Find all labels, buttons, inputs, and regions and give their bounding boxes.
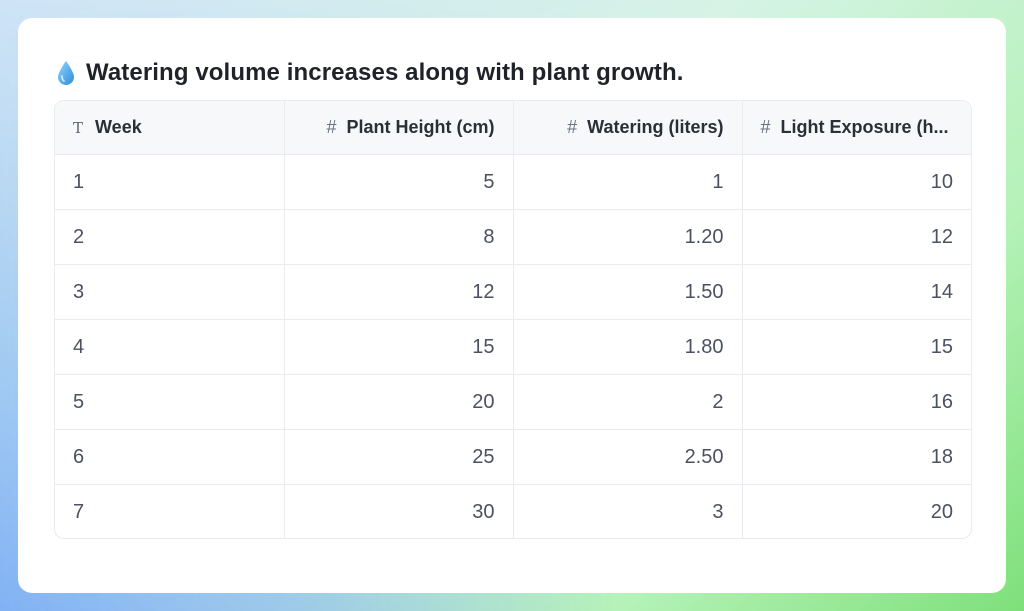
cell-plant-height[interactable]: 15	[284, 319, 514, 375]
cell-week[interactable]: 6	[55, 429, 285, 485]
cell-watering[interactable]: 1	[513, 154, 743, 210]
cell-watering[interactable]: 1.80	[513, 319, 743, 375]
cell-plant-height[interactable]: 25	[284, 429, 514, 485]
cell-week[interactable]: 4	[55, 319, 285, 375]
cell-watering[interactable]: 2	[513, 374, 743, 430]
cell-light-exposure[interactable]: 10	[742, 154, 971, 210]
cell-week[interactable]: 2	[55, 209, 285, 265]
column-label: Plant Height (cm)	[346, 117, 495, 137]
data-table: T Week # Plant Height (cm) # Watering (lite…	[54, 100, 972, 539]
table-row: 1 5 1 10	[55, 154, 971, 210]
column-header-plant-height[interactable]: # Plant Height (cm)	[284, 101, 514, 155]
cell-week[interactable]: 1	[55, 154, 285, 210]
text-type-icon: T	[73, 119, 84, 137]
column-label: Light Exposure (h...	[780, 117, 949, 137]
table-row: 5 20 2 16	[55, 374, 971, 430]
cell-light-exposure[interactable]: 20	[930, 500, 953, 523]
number-hash-icon: #	[326, 117, 337, 137]
cell-plant-height[interactable]: 8	[284, 209, 514, 265]
cell-light-exposure[interactable]: 18	[742, 429, 971, 485]
table-header-row: T Week # Plant Height (cm) # Watering (lite…	[55, 101, 971, 155]
number-hash-icon: #	[567, 117, 578, 137]
cell-light-exposure[interactable]: 14	[742, 264, 971, 320]
table-row: 3 12 1.50 14	[55, 264, 971, 320]
title-text: Watering volume increases along with pla…	[86, 59, 684, 86]
cell-watering[interactable]: 1.50	[513, 264, 743, 320]
table-row: 7 30 3 20	[55, 484, 971, 538]
cell-light-exposure[interactable]: 12	[742, 209, 971, 265]
page-title: Watering volume increases along with pla…	[56, 58, 684, 88]
column-header-week[interactable]: T Week	[55, 101, 285, 155]
cell-plant-height[interactable]: 5	[284, 154, 514, 210]
cell-watering[interactable]: 2.50	[513, 429, 743, 485]
column-label: Watering (liters)	[587, 117, 724, 137]
table-row: 2 8 1.20 12	[55, 209, 971, 265]
cell-plant-height[interactable]: 20	[284, 374, 514, 430]
cell-watering[interactable]: 3	[513, 484, 743, 538]
table-row: 6 25 2.50 18	[55, 429, 971, 485]
column-label: Week	[95, 117, 142, 137]
column-header-light-exposure[interactable]: # Light Exposure (h...	[742, 101, 971, 155]
cell-plant-height[interactable]: 30	[284, 484, 514, 538]
cell-plant-height[interactable]: 12	[284, 264, 514, 320]
cell-light-exposure[interactable]: 15	[742, 319, 971, 375]
column-header-watering[interactable]: # Watering (liters)	[513, 101, 743, 155]
cell-week[interactable]: 5	[55, 374, 285, 430]
cell-light-exposure[interactable]: 16	[742, 374, 971, 430]
droplet-icon	[58, 61, 74, 85]
table-row: 4 15 1.80 15	[55, 319, 971, 375]
cell-week[interactable]: 3	[55, 264, 285, 320]
cell-week[interactable]: 7	[55, 484, 285, 538]
number-hash-icon: #	[760, 117, 771, 137]
content-card: Watering volume increases along with pla…	[18, 18, 1006, 593]
cell-watering[interactable]: 1.20	[513, 209, 743, 265]
